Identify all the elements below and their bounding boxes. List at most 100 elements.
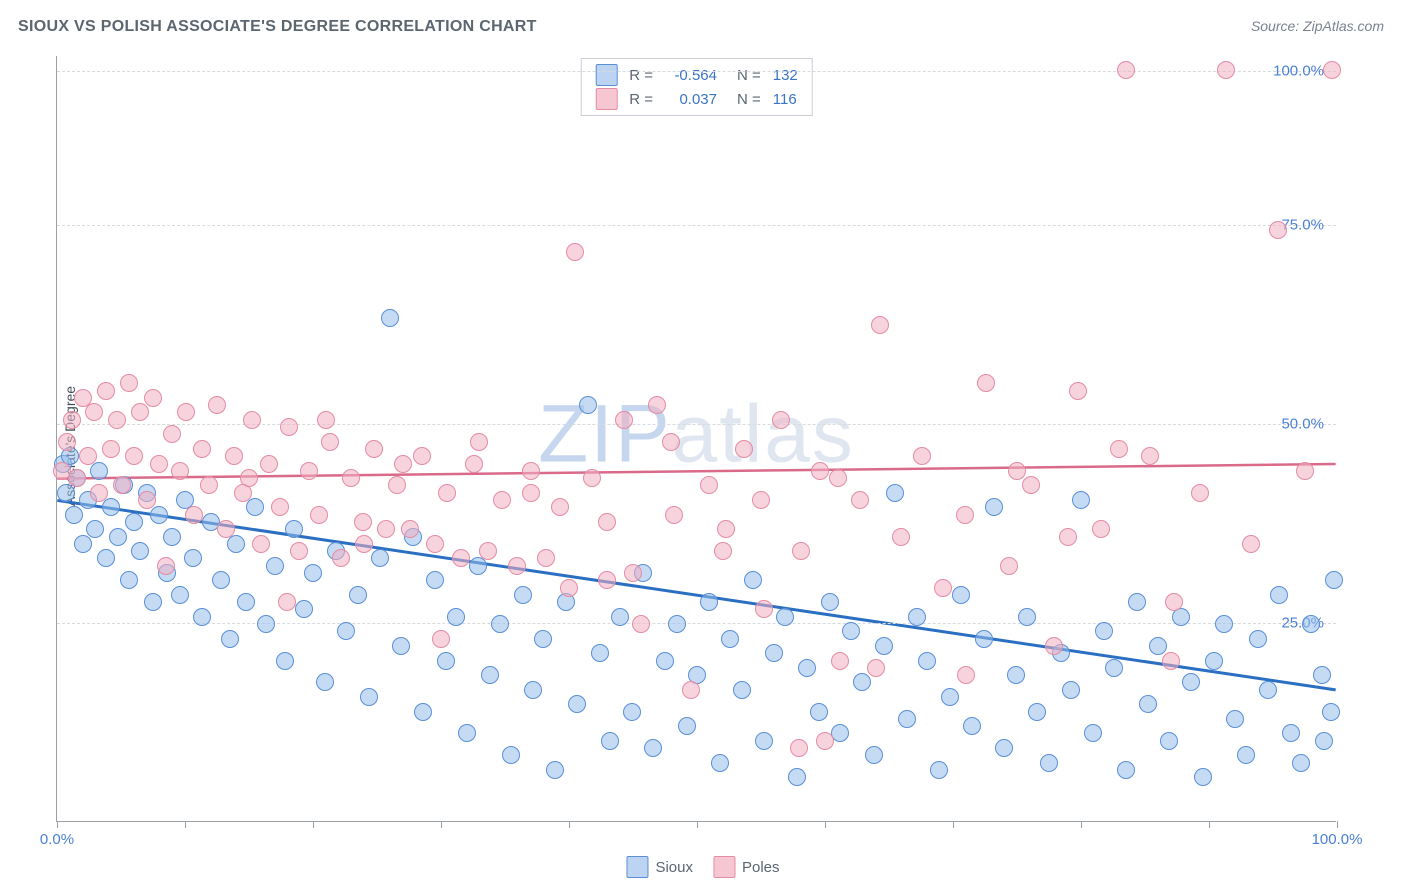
data-point — [851, 491, 869, 509]
data-point — [1028, 703, 1046, 721]
data-point — [437, 652, 455, 670]
data-point — [930, 761, 948, 779]
data-point — [295, 600, 313, 618]
data-point — [63, 411, 81, 429]
data-point — [788, 768, 806, 786]
data-point — [1259, 681, 1277, 699]
data-point — [644, 739, 662, 757]
data-point — [120, 571, 138, 589]
data-point — [200, 476, 218, 494]
data-point — [285, 520, 303, 538]
data-point — [1162, 652, 1180, 670]
data-point — [1139, 695, 1157, 713]
data-point — [514, 586, 532, 604]
data-point — [316, 673, 334, 691]
data-point — [816, 732, 834, 750]
data-point — [131, 403, 149, 421]
data-point — [829, 469, 847, 487]
data-point — [131, 542, 149, 560]
data-point — [150, 506, 168, 524]
data-point — [74, 535, 92, 553]
data-point — [1084, 724, 1102, 742]
data-point — [491, 615, 509, 633]
data-point — [1194, 768, 1212, 786]
data-point — [392, 637, 410, 655]
data-point — [243, 411, 261, 429]
data-point — [733, 681, 751, 699]
data-point — [1008, 462, 1026, 480]
data-point — [1110, 440, 1128, 458]
data-point — [90, 462, 108, 480]
data-point — [113, 476, 131, 494]
data-point — [1322, 703, 1340, 721]
data-point — [1062, 681, 1080, 699]
data-point — [493, 491, 511, 509]
data-point — [1160, 732, 1178, 750]
data-point — [700, 593, 718, 611]
data-point — [1226, 710, 1244, 728]
data-point — [995, 739, 1013, 757]
data-point — [120, 374, 138, 392]
data-point — [867, 659, 885, 677]
data-point — [977, 374, 995, 392]
data-point — [700, 476, 718, 494]
data-point — [221, 630, 239, 648]
data-point — [566, 243, 584, 261]
data-point — [1242, 535, 1260, 553]
data-point — [354, 513, 372, 531]
x-tick — [57, 821, 58, 828]
data-point — [963, 717, 981, 735]
data-point — [470, 433, 488, 451]
data-point — [193, 440, 211, 458]
data-point — [524, 681, 542, 699]
data-point — [426, 535, 444, 553]
data-point — [665, 506, 683, 524]
data-point — [57, 484, 75, 502]
data-point — [1018, 608, 1036, 626]
y-tick-label: 50.0% — [1281, 416, 1324, 433]
data-point — [648, 396, 666, 414]
data-point — [1095, 622, 1113, 640]
data-point — [1040, 754, 1058, 772]
data-point — [102, 498, 120, 516]
data-point — [381, 309, 399, 327]
data-point — [163, 528, 181, 546]
data-point — [465, 455, 483, 473]
data-point — [108, 411, 126, 429]
legend-row: R =-0.564N =132 — [589, 63, 804, 87]
data-point — [240, 469, 258, 487]
data-point — [458, 724, 476, 742]
data-point — [714, 542, 732, 560]
data-point — [252, 535, 270, 553]
scatter-plot-area: ZIPatlas R =-0.564N =132R =0.037N =116 2… — [56, 56, 1336, 822]
data-point — [355, 535, 373, 553]
data-point — [438, 484, 456, 502]
data-point — [744, 571, 762, 589]
data-point — [611, 608, 629, 626]
data-point — [721, 630, 739, 648]
data-point — [908, 608, 926, 626]
data-point — [208, 396, 226, 414]
data-point — [371, 549, 389, 567]
data-point — [934, 579, 952, 597]
data-point — [413, 447, 431, 465]
data-point — [598, 571, 616, 589]
data-point — [1165, 593, 1183, 611]
data-point — [502, 746, 520, 764]
data-point — [656, 652, 674, 670]
data-point — [985, 498, 1003, 516]
data-point — [144, 593, 162, 611]
x-tick — [569, 821, 570, 828]
data-point — [237, 593, 255, 611]
data-point — [918, 652, 936, 670]
data-point — [798, 659, 816, 677]
data-point — [551, 498, 569, 516]
data-point — [86, 520, 104, 538]
data-point — [365, 440, 383, 458]
data-point — [342, 469, 360, 487]
data-point — [790, 739, 808, 757]
data-point — [811, 462, 829, 480]
correlation-legend: R =-0.564N =132R =0.037N =116 — [580, 58, 813, 116]
data-point — [337, 622, 355, 640]
data-point — [1313, 666, 1331, 684]
